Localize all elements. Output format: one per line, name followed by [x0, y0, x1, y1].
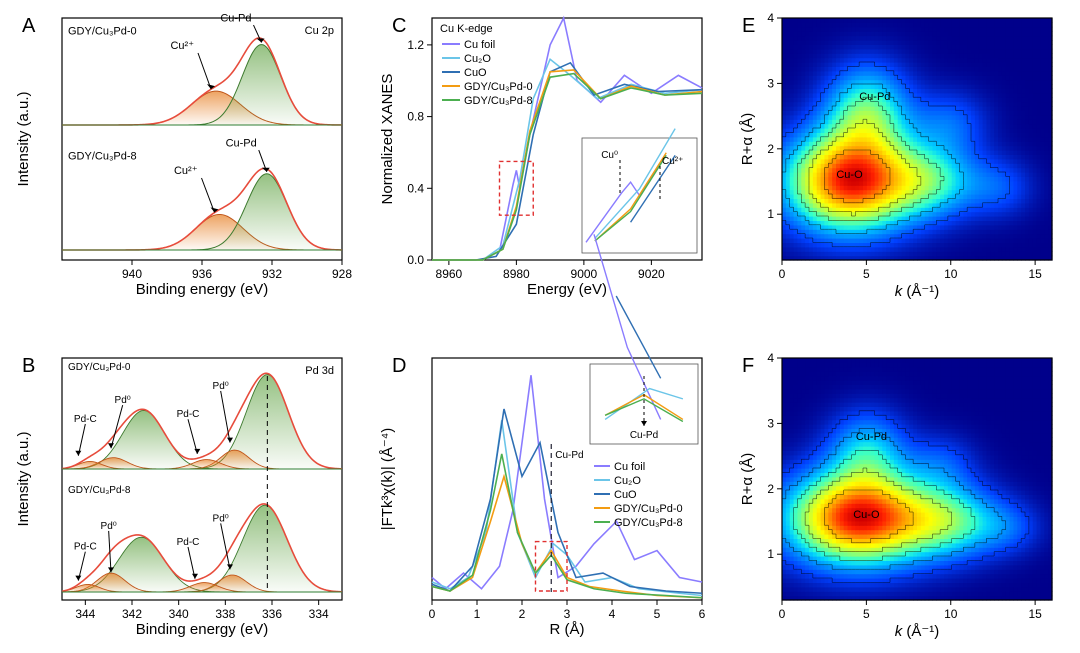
svg-text:2: 2: [519, 607, 526, 621]
svg-text:Cu foil: Cu foil: [614, 461, 645, 473]
svg-text:Pd⁰: Pd⁰: [115, 395, 131, 406]
svg-text:8980: 8980: [503, 267, 530, 281]
svg-text:Normalized XANES: Normalized XANES: [379, 74, 396, 205]
svg-text:Cu-O: Cu-O: [836, 169, 863, 181]
svg-text:1: 1: [767, 207, 774, 221]
svg-text:5: 5: [863, 267, 870, 281]
svg-text:C: C: [392, 15, 406, 37]
svg-text:Cu²⁺: Cu²⁺: [662, 156, 683, 167]
svg-text:Cu-Pd: Cu-Pd: [226, 138, 257, 150]
svg-text:Cu²⁺: Cu²⁺: [174, 165, 198, 177]
svg-text:R (Å): R (Å): [550, 621, 585, 638]
svg-text:CuO: CuO: [614, 489, 637, 501]
panel-A: Cu 2p Binding energy (eV) Intensity (a.u.)…: [15, 13, 352, 298]
svg-text:GDY/Cu₃Pd-8: GDY/Cu₃Pd-8: [614, 517, 683, 529]
svg-text:GDY/Cu₃Pd-8: GDY/Cu₃Pd-8: [68, 485, 131, 496]
svg-text:Pd⁰: Pd⁰: [213, 381, 229, 392]
svg-text:9000: 9000: [571, 267, 598, 281]
panel-B: Pd 3d Binding energy (eV) Intensity (a.u.)…: [15, 358, 342, 638]
svg-text:0.4: 0.4: [407, 181, 424, 195]
svg-text:GDY/Cu₃Pd-8: GDY/Cu₃Pd-8: [68, 150, 137, 162]
svg-text:Intensity (a.u.): Intensity (a.u.): [15, 91, 32, 186]
panel-F: 0510151234k (Å⁻¹)R+α (Å)Cu-PdCu-O: [739, 351, 1053, 640]
svg-text:932: 932: [262, 267, 282, 281]
svg-text:Cu₂O: Cu₂O: [464, 53, 491, 65]
svg-text:9020: 9020: [638, 267, 665, 281]
svg-text:GDY/Cu₃Pd-0: GDY/Cu₃Pd-0: [68, 25, 137, 37]
svg-text:Pd⁰: Pd⁰: [101, 521, 117, 532]
svg-text:Cu-Pd: Cu-Pd: [220, 13, 251, 25]
svg-text:0.0: 0.0: [407, 253, 424, 267]
svg-text:936: 936: [192, 267, 212, 281]
svg-text:334: 334: [309, 607, 329, 621]
svg-text:GDY/Cu₃Pd-0: GDY/Cu₃Pd-0: [68, 362, 131, 373]
svg-text:Binding energy (eV): Binding energy (eV): [136, 621, 269, 638]
svg-text:0.8: 0.8: [407, 110, 424, 124]
svg-text:GDY/Cu₃Pd-0: GDY/Cu₃Pd-0: [464, 81, 533, 93]
svg-text:4: 4: [609, 607, 616, 621]
svg-text:CuO: CuO: [464, 67, 487, 79]
svg-text:B: B: [22, 355, 35, 377]
svg-text:3: 3: [767, 76, 774, 90]
svg-text:Energy (eV): Energy (eV): [527, 281, 607, 298]
svg-text:|FTk³χ(k)| (Å⁻⁴): |FTk³χ(k)| (Å⁻⁴): [379, 428, 396, 531]
svg-text:Cu-Pd: Cu-Pd: [555, 450, 583, 461]
svg-text:Pd-C: Pd-C: [74, 542, 97, 553]
svg-text:5: 5: [654, 607, 661, 621]
svg-text:8960: 8960: [436, 267, 463, 281]
svg-text:4: 4: [767, 11, 774, 25]
svg-text:2: 2: [767, 142, 774, 156]
svg-text:E: E: [742, 15, 755, 37]
svg-text:GDY/Cu₃Pd-0: GDY/Cu₃Pd-0: [614, 503, 683, 515]
svg-text:Cu⁰: Cu⁰: [601, 150, 618, 161]
svg-text:D: D: [392, 355, 406, 377]
panel-C: Energy (eV) Normalized XANES Cu K-edge 8960…: [379, 18, 702, 298]
svg-text:10: 10: [944, 267, 958, 281]
svg-text:Binding energy (eV): Binding energy (eV): [136, 281, 269, 298]
svg-text:Cu²⁺: Cu²⁺: [170, 40, 194, 52]
svg-text:3: 3: [564, 607, 571, 621]
svg-text:338: 338: [215, 607, 235, 621]
svg-text:GDY/Cu₃Pd-8: GDY/Cu₃Pd-8: [464, 95, 533, 107]
svg-text:Pd 3d: Pd 3d: [305, 365, 334, 377]
svg-text:Cu foil: Cu foil: [464, 39, 495, 51]
svg-text:344: 344: [75, 607, 95, 621]
svg-text:k (Å⁻¹): k (Å⁻¹): [895, 283, 940, 300]
svg-text:Cu-Pd: Cu-Pd: [630, 430, 658, 441]
svg-text:340: 340: [169, 607, 189, 621]
svg-text:6: 6: [699, 607, 706, 621]
svg-text:Pd-C: Pd-C: [74, 414, 97, 425]
svg-text:0: 0: [429, 607, 436, 621]
svg-text:Cu 2p: Cu 2p: [305, 25, 334, 37]
svg-text:0: 0: [779, 267, 786, 281]
svg-text:Cu₂O: Cu₂O: [614, 475, 641, 487]
svg-text:Pd-C: Pd-C: [177, 409, 200, 420]
svg-text:928: 928: [332, 267, 352, 281]
svg-text:1: 1: [474, 607, 481, 621]
svg-text:Cu-Pd: Cu-Pd: [859, 91, 890, 103]
figure-root: { "layout": { "width": 1080, "height": 6…: [0, 0, 1080, 653]
figure-svg: Cu 2p Binding energy (eV) Intensity (a.u.)…: [0, 0, 1080, 653]
svg-text:Cu K-edge: Cu K-edge: [440, 23, 493, 35]
svg-text:336: 336: [262, 607, 282, 621]
svg-text:940: 940: [122, 267, 142, 281]
svg-text:R+α (Å): R+α (Å): [739, 113, 756, 165]
svg-text:A: A: [22, 15, 36, 37]
svg-text:1.2: 1.2: [407, 38, 424, 52]
svg-text:15: 15: [1028, 267, 1042, 281]
svg-text:342: 342: [122, 607, 142, 621]
svg-text:Pd⁰: Pd⁰: [213, 513, 229, 524]
svg-text:Pd-C: Pd-C: [177, 537, 200, 548]
svg-text:Intensity (a.u.): Intensity (a.u.): [15, 431, 32, 526]
panel-E: 0 5 10 15 1 2 3 4 k (Å⁻¹) R+α (Å) Cu-Pd Cu-O: [739, 11, 1053, 300]
